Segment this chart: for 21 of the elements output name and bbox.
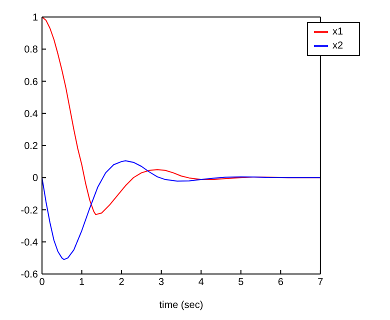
y-tick-label: 0.8: [24, 44, 38, 56]
y-tick-label: 0.4: [24, 108, 38, 120]
x-tick-label: 6: [278, 277, 284, 288]
line-series: [42, 160, 320, 260]
y-tick-label: -0.2: [20, 205, 38, 216]
x-tick-label: 3: [158, 277, 165, 288]
y-tick-label: 0.6: [24, 76, 38, 88]
x-tick-label: 2: [118, 277, 125, 288]
y-tick-label: 1: [32, 12, 38, 24]
x-axis-title: time (sec): [159, 300, 204, 311]
y-tick-label: 0.2: [24, 141, 38, 152]
x-tick-label: 4: [198, 277, 204, 288]
legend-label: x1: [332, 26, 343, 38]
x-tick-label: 7: [318, 277, 324, 288]
x-tick-label: 1: [78, 277, 85, 288]
x-tick-label: 5: [238, 277, 244, 288]
y-tick-label: -0.4: [20, 237, 38, 248]
x-tick-label: 0: [39, 277, 46, 288]
y-tick-label: -0.6: [20, 270, 38, 281]
y-tick-label: 0: [32, 173, 38, 184]
legend-label: x2: [332, 40, 343, 52]
